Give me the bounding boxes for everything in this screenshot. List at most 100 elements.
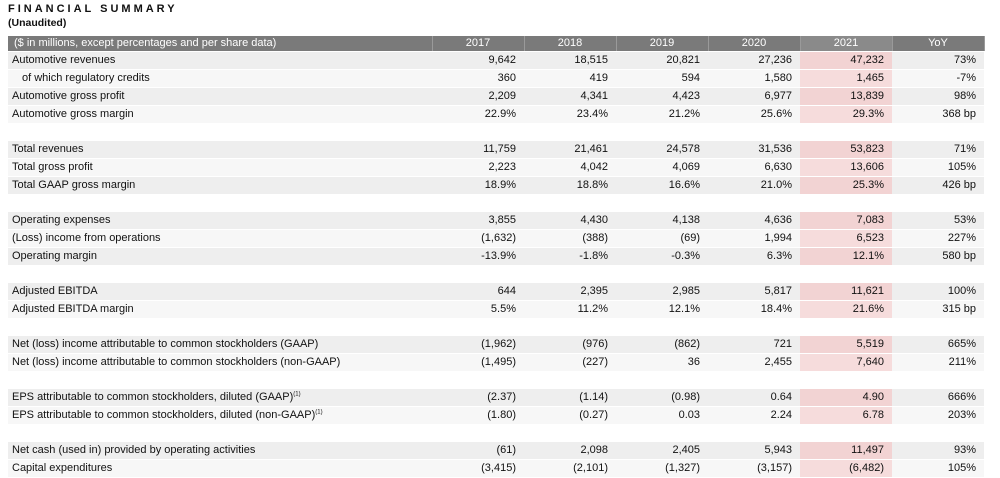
table-row: Total gross profit 2,223 4,042 4,069 6,630 13…	[8, 158, 984, 177]
value-2021: 7,640	[800, 353, 892, 372]
value-yoy: 98%	[892, 87, 984, 106]
row-label: Adjusted EBITDA margin	[8, 300, 432, 319]
value-2021: 21.6%	[800, 300, 892, 319]
value-2017: (1,495)	[432, 353, 524, 372]
value-2019: (0.98)	[616, 389, 708, 407]
value-2020: 721	[708, 336, 800, 354]
value-2019: 20,821	[616, 51, 708, 70]
value-2017: 2,209	[432, 87, 524, 106]
row-label-text: Automotive revenues	[12, 54, 116, 66]
value-yoy: 100%	[892, 283, 984, 301]
value-2019: -0.3%	[616, 247, 708, 266]
table-row: (Loss) income from operations (1,632) (388…	[8, 229, 984, 248]
row-label-text: (Loss) income from operations	[12, 232, 161, 244]
column-header-2020: 2020	[708, 36, 801, 52]
spacer-cell	[8, 371, 984, 389]
table-row: EPS attributable to common stockholders,…	[8, 389, 984, 407]
table-row: of which regulatory credits 360 419 594 1,58…	[8, 69, 984, 88]
spacer-row	[8, 123, 984, 141]
footnote-marker: (1)	[315, 409, 323, 416]
value-2021: 13,606	[800, 158, 892, 177]
row-label-text: Total GAAP gross margin	[12, 179, 136, 191]
value-2021: 47,232	[800, 51, 892, 70]
row-label: EPS attributable to common stockholders,…	[8, 406, 432, 425]
row-label-text: Operating expenses	[12, 214, 111, 226]
value-2017: (1.80)	[432, 406, 524, 425]
column-header-2018: 2018	[524, 36, 617, 52]
column-header-2017: 2017	[432, 36, 525, 52]
spacer-cell	[8, 424, 984, 442]
value-2019: 2,405	[616, 442, 708, 460]
value-2017: (1,962)	[432, 336, 524, 354]
value-2019: (69)	[616, 229, 708, 248]
value-2018: 23.4%	[524, 105, 616, 124]
row-label: Operating margin	[8, 247, 432, 266]
value-2020: 2,455	[708, 353, 800, 372]
value-2018: 4,341	[524, 87, 616, 106]
value-2018: 11.2%	[524, 300, 616, 319]
value-yoy: 426 bp	[892, 176, 984, 195]
value-yoy: 73%	[892, 51, 984, 70]
value-2020: 0.64	[708, 389, 800, 407]
column-header-2021: 2021	[800, 36, 893, 52]
table-row: EPS attributable to common stockholders,…	[8, 406, 984, 425]
financial-summary-table: ($ in millions, except percentages and p…	[8, 36, 985, 478]
value-2017: 18.9%	[432, 176, 524, 195]
value-2017: (1,632)	[432, 229, 524, 248]
table-header-row: ($ in millions, except percentages and p…	[8, 36, 985, 52]
column-header-2019: 2019	[616, 36, 709, 52]
value-2020: 1,580	[708, 69, 800, 88]
value-2018: -1.8%	[524, 247, 616, 266]
table-row: Automotive gross margin 22.9% 23.4% 21.2% 25…	[8, 105, 984, 124]
value-yoy: -7%	[892, 69, 984, 88]
value-2017: 9,642	[432, 51, 524, 70]
value-yoy: 211%	[892, 353, 984, 372]
table-row: Adjusted EBITDA margin 5.5% 11.2% 12.1% 18.4…	[8, 300, 984, 319]
value-yoy: 227%	[892, 229, 984, 248]
value-2021: 53,823	[800, 141, 892, 159]
value-2018: 21,461	[524, 141, 616, 159]
row-label: Net (loss) income attributable to common…	[8, 353, 432, 372]
value-2020: 5,817	[708, 283, 800, 301]
value-2018: 18,515	[524, 51, 616, 70]
spacer-cell	[8, 318, 984, 336]
value-2017: 11,759	[432, 141, 524, 159]
value-2017: (61)	[432, 442, 524, 460]
row-label-text: Net cash (used in) provided by operating…	[12, 444, 256, 456]
value-2018: (227)	[524, 353, 616, 372]
table-row: Net (loss) income attributable to common…	[8, 336, 984, 354]
value-2018: (388)	[524, 229, 616, 248]
value-2019: 36	[616, 353, 708, 372]
page-title: FINANCIAL SUMMARY	[8, 3, 178, 15]
value-2017: 22.9%	[432, 105, 524, 124]
table-row: Adjusted EBITDA 644 2,395 2,985 5,817 11,621 1…	[8, 283, 984, 301]
value-2020: 27,236	[708, 51, 800, 70]
value-2021: 11,621	[800, 283, 892, 301]
row-label: Total revenues	[8, 141, 432, 159]
value-2020: 4,636	[708, 212, 800, 230]
row-label: Automotive gross profit	[8, 87, 432, 106]
row-label-text: EPS attributable to common stockholders,…	[12, 391, 294, 403]
spacer-cell	[8, 194, 984, 212]
value-yoy: 368 bp	[892, 105, 984, 124]
row-label-text: of which regulatory credits	[22, 72, 150, 84]
value-2019: 21.2%	[616, 105, 708, 124]
table-body: Automotive revenues 9,642 18,515 20,821 27,2…	[8, 51, 984, 478]
value-2018: 2,395	[524, 283, 616, 301]
value-2020: 6,630	[708, 158, 800, 177]
value-2021: 13,839	[800, 87, 892, 106]
table-row: Total GAAP gross margin 18.9% 18.8% 16.6% 21…	[8, 176, 984, 195]
value-2017: 5.5%	[432, 300, 524, 319]
value-2018: 18.8%	[524, 176, 616, 195]
value-2020: 1,994	[708, 229, 800, 248]
table-row: Net (loss) income attributable to common…	[8, 353, 984, 372]
row-label-text: Total gross profit	[12, 161, 93, 173]
value-2021: 6,523	[800, 229, 892, 248]
table-row: Automotive gross profit 2,209 4,341 4,423 6,…	[8, 87, 984, 106]
value-2020: 21.0%	[708, 176, 800, 195]
value-yoy: 53%	[892, 212, 984, 230]
value-yoy: 203%	[892, 406, 984, 425]
value-2019: 24,578	[616, 141, 708, 159]
value-2021: 5,519	[800, 336, 892, 354]
